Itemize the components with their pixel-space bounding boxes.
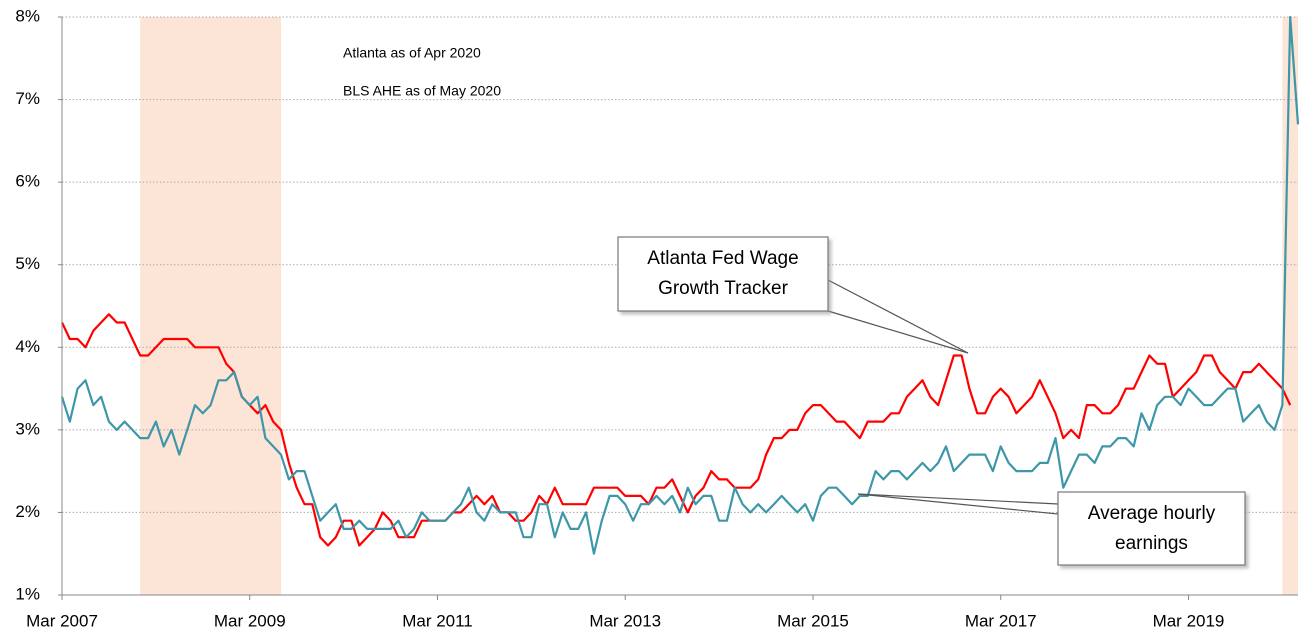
y-tick-label: 1% (15, 584, 40, 603)
x-tick-label: Mar 2017 (965, 611, 1037, 630)
callout-pointer (827, 279, 969, 354)
y-tick-label: 8% (15, 6, 40, 25)
callout-text: earnings (1115, 533, 1188, 554)
x-tick-label: Mar 2019 (1153, 611, 1225, 630)
y-tick-label: 6% (15, 172, 40, 191)
callout-text: Average hourly (1088, 503, 1216, 524)
x-tick-label: Mar 2015 (777, 611, 849, 630)
note: BLS AHE as of May 2020 (343, 83, 501, 99)
x-tick-label: Mar 2011 (402, 611, 473, 630)
axes-layer: 1% 2% 3% 4% 5% 6% 7% 8% Mar 2007 Mar 2009 Mar 2011… (15, 6, 1298, 630)
series-line (61, 313, 1292, 547)
y-tick-label: 7% (15, 89, 40, 108)
x-tick-label: Mar 2009 (214, 611, 286, 630)
y-tick-label: 2% (15, 502, 40, 521)
y-tick-label: 3% (15, 419, 40, 438)
callout-layer: Atlanta Fed Wage Growth Tracker Average ho… (617, 236, 1246, 566)
callout-text: Growth Tracker (658, 278, 789, 299)
y-tick-label: 5% (15, 254, 40, 273)
callout-box (617, 236, 829, 312)
y-tick-label: 4% (15, 337, 40, 356)
shading-layer (140, 17, 1298, 595)
recession-shade (140, 17, 282, 595)
callout-pointer (827, 310, 969, 354)
line-layer (60, 15, 1300, 555)
series-line (60, 15, 1300, 555)
callout-text: Atlanta Fed Wage (647, 248, 798, 269)
callout-box (1057, 491, 1246, 566)
x-tick-label: Mar 2013 (589, 611, 661, 630)
note: Atlanta as of Apr 2020 (343, 45, 481, 61)
x-tick-label: Mar 2007 (26, 611, 98, 630)
